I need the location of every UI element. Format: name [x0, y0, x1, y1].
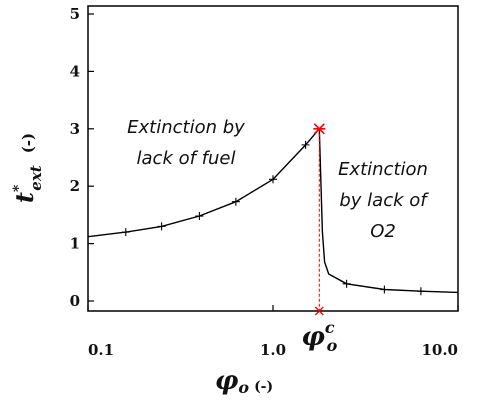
x-axis-label-symbol: φ	[215, 366, 239, 396]
y-tick-label: 4	[70, 62, 80, 80]
y-axis-label: t*ext (-)	[10, 133, 45, 203]
y-axis-label-unit: (-)	[19, 133, 37, 153]
critical-label-sub: o	[327, 336, 338, 355]
series-marker	[269, 175, 277, 184]
series-layer	[87, 123, 459, 316]
critical-label-sup: c	[325, 318, 335, 337]
critical-phi-label: φc o	[301, 318, 337, 355]
annotations: Extinction by lack of fuel Extinction by la…	[127, 117, 429, 242]
annotation-text: Extinction by lack of O2	[338, 159, 429, 242]
y-axis-label-symbol: t	[10, 192, 39, 203]
series-marker	[231, 197, 240, 206]
series-marker	[195, 212, 204, 221]
x-tick-label: 10.0	[421, 341, 458, 359]
series-marker	[121, 228, 130, 237]
annotation-line: by lack of	[339, 190, 429, 211]
series-marker	[416, 287, 425, 296]
x-tick-label: 1.0	[260, 341, 286, 359]
y-tick-label: 3	[70, 120, 80, 138]
series-marker	[301, 140, 310, 149]
y-tick-label: 5	[70, 5, 80, 23]
critical-label-symbol: φ	[301, 322, 325, 352]
y-tick-label: 1	[70, 235, 80, 253]
y-axis-ticks: 0 1 2 3 4 5	[70, 5, 94, 310]
annotation-text: Extinction by lack of fuel	[127, 117, 245, 169]
x-axis-label-unit: (-)	[254, 379, 273, 395]
x-axis-label-sub: o	[238, 378, 249, 397]
annotation-line: Extinction by	[127, 117, 245, 138]
y-tick-label: 0	[70, 292, 80, 310]
y-tick-label: 2	[70, 177, 80, 195]
x-tick-label: 0.1	[88, 341, 114, 359]
annotation-line: lack of fuel	[137, 148, 236, 169]
critical-point-marker	[313, 123, 326, 135]
series-marker	[342, 279, 351, 288]
critical-axis-marker	[314, 306, 324, 316]
series-marker	[380, 285, 389, 294]
annotation-line: Extinction	[338, 159, 428, 180]
y-axis-label-sub: ext	[27, 165, 45, 190]
x-axis-label: φo (-)	[215, 366, 273, 397]
series-marker	[157, 222, 166, 231]
annotation-line: O2	[370, 221, 396, 242]
y-axis-label-sup: *	[11, 184, 27, 192]
x-axis-ticks: 0.1 1.0 10.0	[87, 305, 459, 359]
